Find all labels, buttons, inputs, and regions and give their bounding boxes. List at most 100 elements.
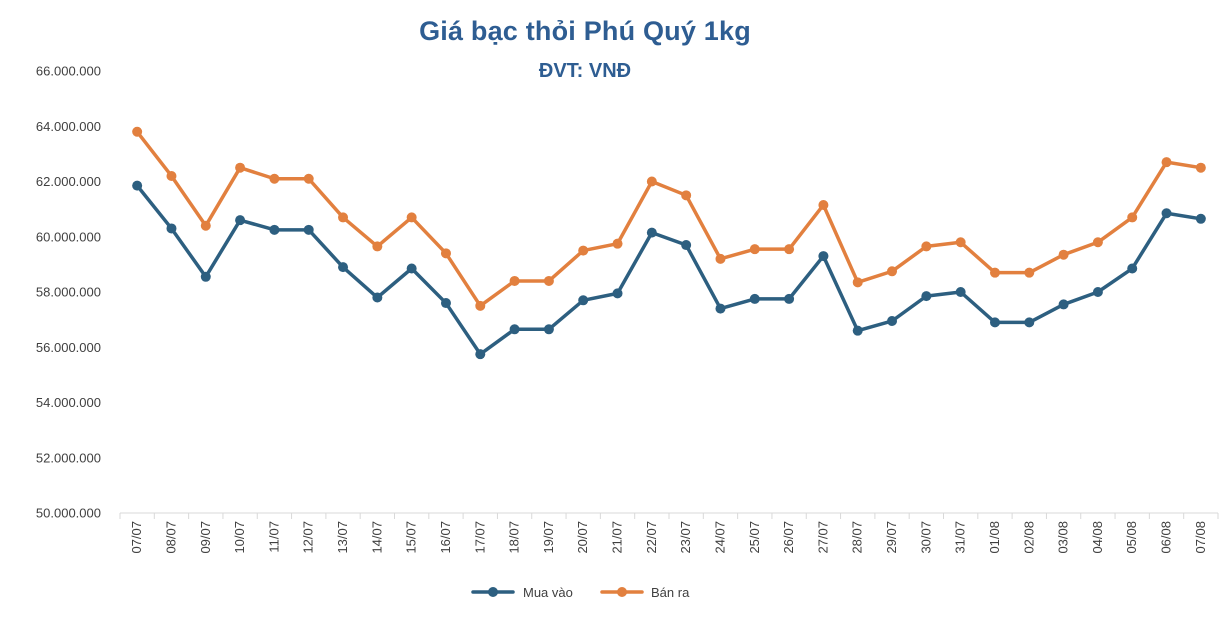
data-point-ban-ra: [269, 173, 280, 184]
data-point-mua-vao: [715, 303, 726, 314]
data-point-mua-vao: [852, 325, 863, 336]
x-tick-label: 18/07: [507, 521, 522, 554]
data-point-ban-ra: [578, 245, 589, 256]
legend-label-ban-ra: Bán ra: [651, 585, 690, 600]
y-tick-label: 60.000.000: [36, 229, 101, 244]
data-point-ban-ra: [612, 238, 623, 249]
data-point-ban-ra: [406, 212, 417, 223]
data-point-ban-ra: [784, 244, 795, 255]
data-point-ban-ra: [543, 275, 554, 286]
y-tick-label: 66.000.000: [36, 64, 101, 79]
x-tick-label: 14/07: [369, 521, 384, 554]
x-tick-label: 30/07: [918, 521, 933, 554]
data-point-mua-vao: [612, 288, 623, 299]
x-tick-label: 20/07: [575, 521, 590, 554]
legend-marker-ban-ra: [617, 587, 627, 597]
x-tick-label: 17/07: [472, 521, 487, 554]
data-point-ban-ra: [475, 300, 486, 311]
x-tick-label: 05/08: [1124, 521, 1139, 554]
data-point-mua-vao: [1127, 263, 1138, 274]
data-point-mua-vao: [749, 293, 760, 304]
data-point-ban-ra: [955, 237, 966, 248]
data-point-mua-vao: [166, 223, 177, 234]
data-point-ban-ra: [887, 266, 898, 277]
legend-item-ban-ra: Bán ra: [600, 585, 690, 600]
data-point-ban-ra: [1161, 157, 1172, 168]
data-point-ban-ra: [338, 212, 349, 223]
series-ban-ra: [132, 126, 1206, 311]
data-point-mua-vao: [1024, 317, 1035, 328]
data-point-mua-vao: [578, 295, 589, 306]
y-tick-label: 50.000.000: [36, 506, 101, 521]
x-tick-label: 03/08: [1056, 521, 1071, 554]
x-tick-label: 19/07: [541, 521, 556, 554]
data-point-ban-ra: [1195, 162, 1206, 173]
x-tick-label: 29/07: [884, 521, 899, 554]
data-point-mua-vao: [955, 287, 966, 297]
x-tick-label: 08/07: [163, 521, 178, 554]
data-point-ban-ra: [921, 241, 932, 252]
x-tick-label: 21/07: [610, 521, 625, 554]
data-point-ban-ra: [681, 190, 692, 201]
data-point-ban-ra: [200, 220, 211, 231]
data-point-ban-ra: [1058, 249, 1069, 260]
data-point-mua-vao: [1195, 213, 1206, 224]
data-point-ban-ra: [818, 199, 829, 210]
x-tick-label: 01/08: [987, 521, 1002, 554]
data-point-ban-ra: [132, 126, 143, 137]
data-point-mua-vao: [784, 293, 795, 304]
series-line-mua-vao: [135, 183, 1203, 356]
data-point-mua-vao: [646, 227, 657, 238]
data-point-mua-vao: [989, 317, 1000, 328]
x-axis: 07/07 08/07 09/07 10/07 11/07 12/07 13/07 14/07…: [119, 512, 1219, 554]
y-tick-label: 64.000.000: [36, 119, 101, 134]
data-point-ban-ra: [749, 244, 760, 255]
data-point-ban-ra: [509, 275, 520, 286]
x-tick-label: 22/07: [644, 521, 659, 554]
data-point-mua-vao: [681, 240, 692, 251]
data-point-ban-ra: [1092, 237, 1103, 248]
data-point-mua-vao: [818, 251, 829, 262]
y-tick-label: 58.000.000: [36, 285, 101, 300]
legend-marker-mua-vao: [488, 587, 498, 597]
chart-title: Giá bạc thỏi Phú Quý 1kg: [419, 16, 751, 46]
data-point-mua-vao: [235, 215, 246, 226]
data-point-ban-ra: [166, 170, 177, 181]
x-tick-label: 12/07: [301, 521, 316, 554]
data-point-mua-vao: [132, 180, 143, 191]
x-tick-label: 25/07: [747, 521, 762, 554]
data-point-ban-ra: [303, 173, 314, 184]
x-tick-label: 09/07: [198, 521, 213, 554]
data-point-mua-vao: [1161, 208, 1172, 219]
x-tick-label: 16/07: [438, 521, 453, 554]
data-point-mua-vao: [475, 349, 486, 360]
data-point-mua-vao: [887, 316, 898, 327]
x-tick-label: 28/07: [850, 521, 865, 554]
x-tick-label: 27/07: [815, 521, 830, 554]
x-tick-label: 07/07: [129, 521, 144, 554]
x-tick-label: 24/07: [712, 521, 727, 554]
data-point-mua-vao: [543, 324, 554, 335]
y-tick-label: 56.000.000: [36, 340, 101, 355]
data-point-mua-vao: [200, 271, 211, 282]
x-tick-label: 07/08: [1193, 521, 1208, 554]
data-point-mua-vao: [921, 291, 932, 302]
x-tick-label: 06/08: [1159, 521, 1174, 554]
series-mua-vao: [132, 180, 1206, 360]
y-tick-label: 62.000.000: [36, 174, 101, 189]
series-layer: [132, 126, 1206, 360]
data-point-mua-vao: [509, 324, 520, 335]
x-tick-label: 11/07: [266, 521, 281, 553]
data-point-ban-ra: [852, 277, 863, 288]
y-tick-label: 52.000.000: [36, 450, 101, 465]
data-point-ban-ra: [1127, 212, 1138, 223]
data-point-mua-vao: [1058, 299, 1069, 310]
legend-label-mua-vao: Mua vào: [523, 585, 573, 600]
data-point-ban-ra: [372, 241, 383, 252]
data-point-mua-vao: [1092, 287, 1103, 297]
legend: Mua vào Bán ra: [471, 585, 690, 600]
x-tick-label: 13/07: [335, 521, 350, 554]
data-point-ban-ra: [715, 253, 726, 264]
data-point-ban-ra: [235, 162, 246, 173]
